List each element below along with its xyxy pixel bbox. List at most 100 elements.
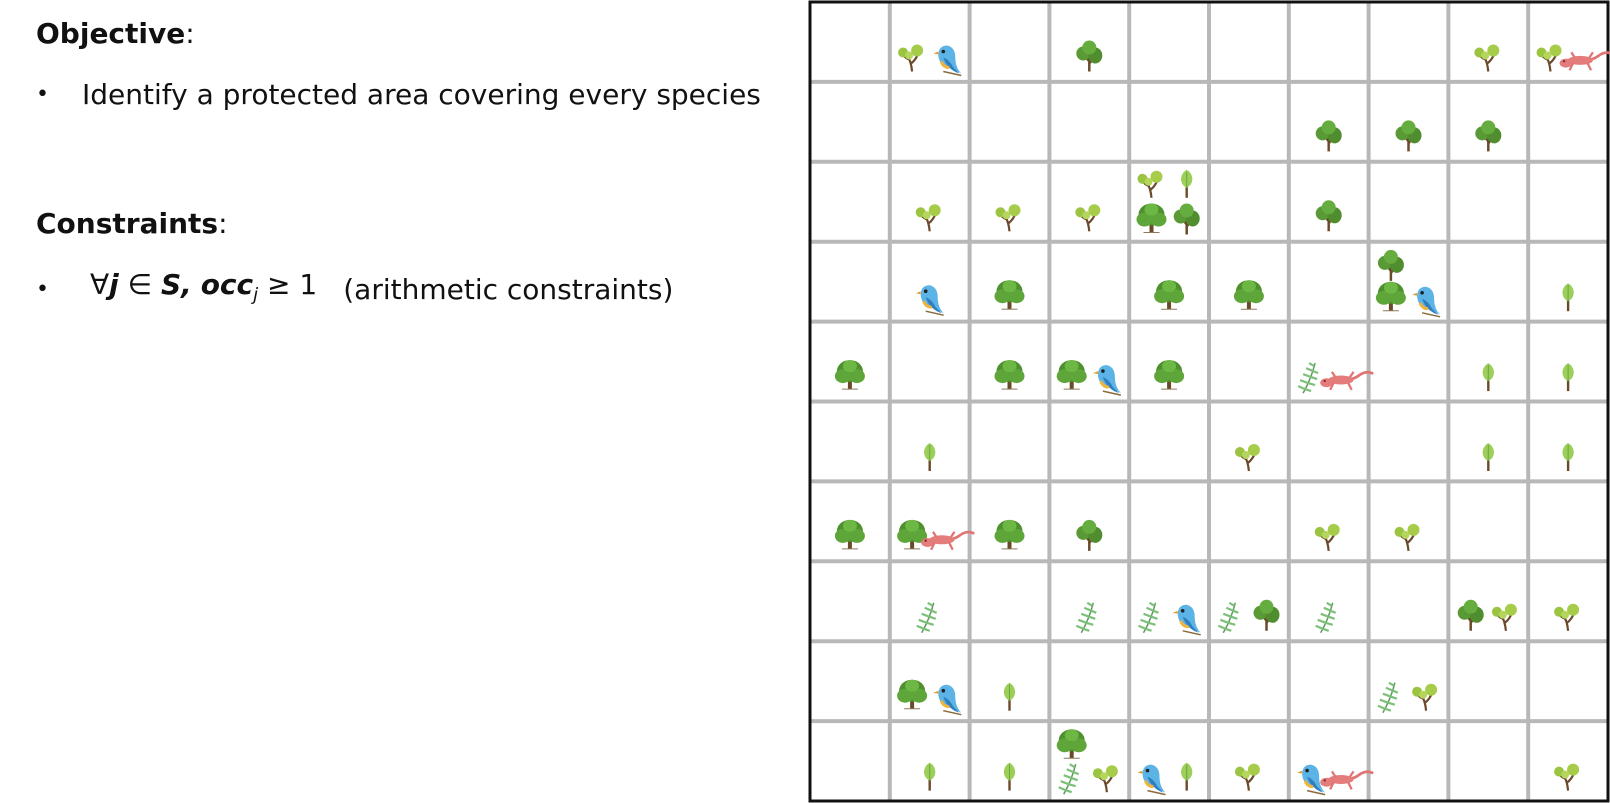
tree-round-icon bbox=[994, 359, 1025, 390]
tree-light-icon bbox=[1410, 682, 1439, 712]
objective-colon: : bbox=[185, 17, 195, 50]
tree-bushy-icon bbox=[1314, 199, 1343, 233]
grid-cell bbox=[1473, 43, 1501, 73]
var-j: j bbox=[109, 268, 119, 301]
grid-cell bbox=[896, 43, 963, 77]
fern-icon bbox=[1376, 681, 1400, 714]
sapling-icon bbox=[1561, 362, 1575, 392]
gecko-icon bbox=[1558, 50, 1610, 72]
tree-bushy-icon bbox=[1075, 518, 1104, 553]
grid-cell bbox=[1003, 762, 1016, 792]
bird-icon bbox=[1091, 363, 1123, 397]
grid-cell bbox=[1136, 169, 1201, 236]
constraints-colon: : bbox=[218, 207, 228, 240]
bird-icon bbox=[931, 44, 963, 77]
grid-cell bbox=[834, 359, 866, 390]
bird-icon bbox=[1136, 763, 1167, 797]
grid-cell bbox=[1296, 362, 1375, 395]
bird-icon bbox=[914, 283, 946, 317]
tree-bushy-icon bbox=[1172, 202, 1201, 236]
tree-light-icon bbox=[1535, 43, 1563, 73]
text-panel: Objective: • Identify a protected area c… bbox=[0, 0, 800, 803]
tree-bushy-icon bbox=[1456, 598, 1485, 633]
constraint-item: • ∀j ∈ S, occj ≥ 1 (arithmetic constrain… bbox=[36, 268, 673, 313]
relation: ≥ 1 bbox=[267, 268, 318, 301]
grid-cell bbox=[1535, 43, 1610, 73]
objective-title: Objective bbox=[36, 17, 186, 50]
grid-border bbox=[808, 0, 1610, 803]
gecko-icon bbox=[919, 530, 976, 552]
grid-cell bbox=[1561, 362, 1575, 392]
grid-canvas bbox=[808, 0, 1610, 803]
grid-cell bbox=[1561, 442, 1575, 472]
bird-icon bbox=[1410, 285, 1442, 319]
grid-cell bbox=[1456, 598, 1519, 633]
grid-cell bbox=[1056, 728, 1120, 796]
tree-round-icon bbox=[1233, 279, 1265, 310]
grid-cell bbox=[1233, 762, 1262, 792]
fern-icon bbox=[1075, 601, 1098, 634]
tree-bushy-icon bbox=[1394, 119, 1423, 153]
bird-icon bbox=[931, 683, 963, 717]
grid-cell bbox=[923, 762, 936, 792]
forall-symbol: ∀ bbox=[90, 268, 110, 301]
sapling-icon bbox=[1561, 282, 1575, 312]
tree-round-icon bbox=[994, 279, 1025, 310]
tree-light-icon bbox=[1552, 762, 1581, 792]
sapling-icon bbox=[1482, 442, 1495, 472]
grid-cell bbox=[896, 519, 976, 552]
species-grid bbox=[808, 0, 1610, 803]
grid-cell bbox=[1482, 442, 1495, 472]
constraints-heading: Constraints: bbox=[36, 207, 228, 241]
element-of-symbol: ∈ bbox=[127, 268, 153, 301]
grid-cell bbox=[1003, 682, 1016, 712]
grid-cell bbox=[1313, 522, 1341, 553]
bullet-icon: • bbox=[36, 82, 49, 107]
constraint-note: (arithmetic constraints) bbox=[343, 273, 674, 307]
tree-round-icon bbox=[1056, 728, 1088, 759]
sapling-icon bbox=[1003, 762, 1016, 792]
constraint-formula: ∀j ∈ S, occj ≥ 1 bbox=[82, 268, 317, 313]
tree-light-icon bbox=[1136, 169, 1164, 199]
grid-cell bbox=[994, 359, 1025, 390]
tree-round-icon bbox=[1136, 203, 1167, 233]
grid-cell bbox=[994, 203, 1022, 233]
sapling-icon bbox=[1003, 682, 1016, 712]
grid-cell bbox=[1233, 442, 1262, 473]
objective-text: Identify a protected area covering every… bbox=[82, 78, 761, 111]
tree-bushy-icon bbox=[1252, 598, 1281, 633]
tree-light-icon bbox=[1091, 764, 1120, 794]
tree-round-icon bbox=[1153, 359, 1185, 390]
grid-cell bbox=[1474, 119, 1503, 153]
grid-cell bbox=[1394, 119, 1423, 153]
tree-bushy-icon bbox=[1314, 119, 1343, 153]
set-s: S, bbox=[160, 268, 192, 301]
grid-cell bbox=[1137, 601, 1203, 637]
grid-cell bbox=[1561, 282, 1575, 312]
sapling-icon bbox=[923, 442, 936, 472]
sapling-icon bbox=[1482, 362, 1495, 392]
grid-cell bbox=[1233, 279, 1265, 310]
sapling-icon bbox=[1561, 442, 1575, 472]
grid-cell bbox=[994, 519, 1025, 550]
grid-cell bbox=[1314, 199, 1343, 233]
sapling-icon bbox=[923, 762, 936, 792]
grid-cell bbox=[1153, 359, 1185, 390]
tree-light-icon bbox=[1233, 442, 1262, 473]
occ-subscript: j bbox=[253, 284, 259, 306]
gecko-icon bbox=[1318, 370, 1375, 392]
grid-cell bbox=[1075, 39, 1104, 73]
tree-round-icon bbox=[1375, 281, 1407, 312]
fern-icon bbox=[1057, 763, 1080, 796]
tree-round-icon bbox=[1153, 279, 1185, 310]
grid-cell bbox=[1375, 248, 1442, 319]
grid-cell bbox=[1376, 681, 1439, 714]
objective-item: • Identify a protected area covering eve… bbox=[36, 78, 761, 112]
tree-light-icon bbox=[1074, 203, 1102, 233]
fern-icon bbox=[1314, 601, 1337, 634]
tree-round-icon bbox=[834, 359, 866, 390]
grid-cell bbox=[1552, 602, 1581, 632]
grid-cell bbox=[1075, 601, 1098, 634]
fern-icon bbox=[1296, 362, 1320, 395]
tree-light-icon bbox=[914, 203, 942, 233]
